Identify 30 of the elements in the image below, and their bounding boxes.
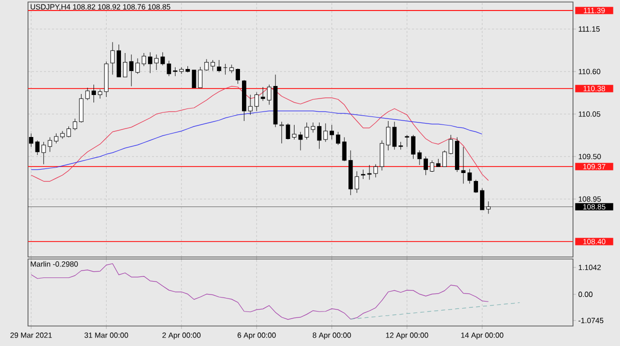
candlestick <box>392 122 397 150</box>
candlestick <box>386 120 390 151</box>
candlestick <box>280 122 284 144</box>
candlestick <box>204 58 209 72</box>
candlestick <box>468 168 472 184</box>
candlestick <box>417 150 422 166</box>
candlestick <box>54 133 58 144</box>
candlestick <box>79 94 84 123</box>
candlestick <box>72 118 78 131</box>
candlestick <box>210 60 215 72</box>
candlestick <box>198 66 202 88</box>
candlestick <box>411 134 416 160</box>
line-series <box>350 302 520 320</box>
candlestick <box>310 122 316 133</box>
candlestick <box>98 89 102 99</box>
candlestick <box>404 134 410 148</box>
candlestick <box>461 146 466 184</box>
candlestick <box>286 123 290 140</box>
candlestick <box>474 179 478 194</box>
candlestick <box>192 70 196 88</box>
candlestick <box>304 122 309 140</box>
candlestick <box>60 130 65 140</box>
candlestick <box>298 132 303 151</box>
candlestick <box>179 67 184 74</box>
candlestick <box>92 84 96 103</box>
candlestick <box>85 88 90 100</box>
candlestick <box>292 124 296 140</box>
candlestick <box>317 122 322 150</box>
candlestick <box>424 156 428 176</box>
candlestick <box>216 60 222 73</box>
